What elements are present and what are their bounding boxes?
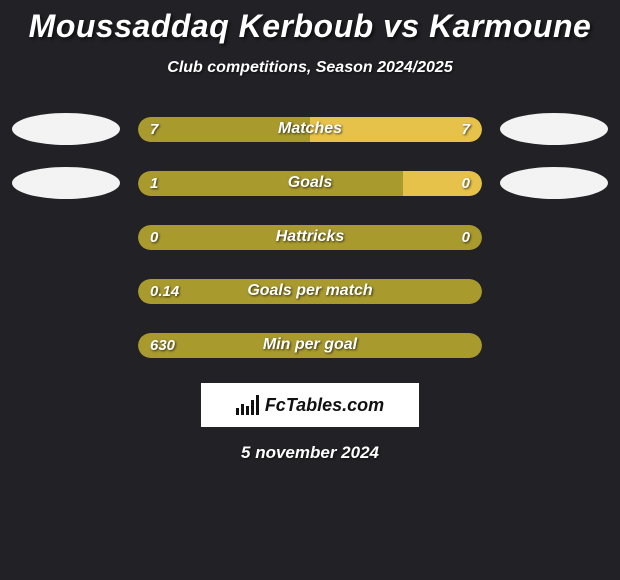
marker-spacer [500,329,608,361]
date-label: 5 november 2024 [0,443,620,463]
stat-bar: 0.14 Goals per match [138,279,482,304]
stat-label: Hattricks [138,225,482,250]
stat-label: Matches [138,117,482,142]
stat-row: 0 Hattricks 0 [0,221,620,253]
stat-label: Goals [138,171,482,196]
marker-spacer [500,275,608,307]
marker-spacer [500,221,608,253]
marker-spacer [12,329,120,361]
stat-bar: 1 Goals 0 [138,171,482,196]
brand-box: FcTables.com [201,383,419,427]
player-right-marker [500,167,608,199]
stats-rows: 7 Matches 7 1 Goals 0 0 Hattr [0,113,620,361]
brand-text: FcTables.com [265,395,384,416]
stat-label: Min per goal [138,333,482,358]
stat-bar: 0 Hattricks 0 [138,225,482,250]
marker-spacer [12,275,120,307]
stat-bar: 630 Min per goal [138,333,482,358]
page-title: Moussaddaq Kerboub vs Karmoune [0,8,620,45]
comparison-widget: Moussaddaq Kerboub vs Karmoune Club comp… [0,0,620,463]
player-left-marker [12,167,120,199]
stat-label: Goals per match [138,279,482,304]
stat-value-right: 0 [462,171,470,196]
stat-row: 7 Matches 7 [0,113,620,145]
player-left-marker [12,113,120,145]
stat-row: 630 Min per goal [0,329,620,361]
stat-row: 0.14 Goals per match [0,275,620,307]
stat-row: 1 Goals 0 [0,167,620,199]
subtitle: Club competitions, Season 2024/2025 [0,59,620,77]
stat-bar: 7 Matches 7 [138,117,482,142]
bar-chart-icon [236,395,259,415]
stat-value-right: 7 [462,117,470,142]
player-right-marker [500,113,608,145]
marker-spacer [12,221,120,253]
stat-value-right: 0 [462,225,470,250]
